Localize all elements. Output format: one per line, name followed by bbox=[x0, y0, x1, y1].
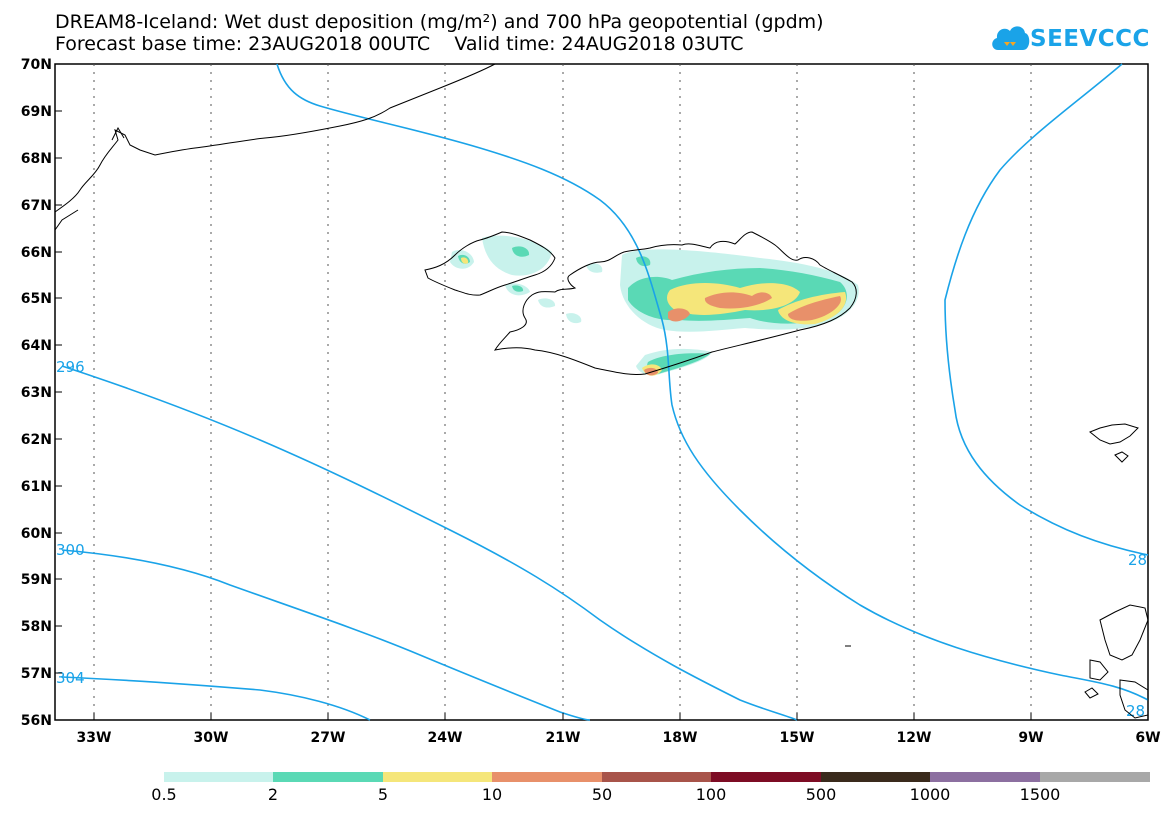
colorbar-swatch bbox=[383, 772, 493, 782]
lat-label: 66N bbox=[21, 245, 52, 261]
contour-label: 296 bbox=[56, 358, 85, 376]
colorbar-label: 500 bbox=[805, 785, 837, 804]
lon-label: 24W bbox=[428, 730, 463, 746]
dust-deposition-field bbox=[450, 235, 859, 376]
colorbar-label: 2 bbox=[267, 785, 279, 804]
colorbar bbox=[164, 772, 1150, 782]
lon-label: 21W bbox=[546, 730, 581, 746]
lon-label: 27W bbox=[311, 730, 346, 746]
lat-label: 62N bbox=[21, 432, 52, 448]
lat-label: 67N bbox=[21, 198, 52, 214]
lon-label: 12W bbox=[897, 730, 932, 746]
contour-label: 304 bbox=[56, 669, 85, 687]
lat-label: 68N bbox=[21, 151, 52, 167]
lat-label: 61N bbox=[21, 479, 52, 495]
colorbar-swatch bbox=[602, 772, 712, 782]
lat-label: 58N bbox=[21, 619, 52, 635]
lat-label: 56N bbox=[21, 713, 52, 729]
lat-label: 59N bbox=[21, 572, 52, 588]
lat-label: 65N bbox=[21, 291, 52, 307]
colorbar-label: 100 bbox=[695, 785, 727, 804]
colorbar-label: 1000 bbox=[909, 785, 951, 804]
lon-label: 6W bbox=[1135, 730, 1160, 746]
colorbar-swatch bbox=[164, 772, 274, 782]
colorbar-swatch bbox=[492, 772, 602, 782]
seevccc-logo: SEEVCCC bbox=[990, 20, 1160, 60]
colorbar-label: 10 bbox=[481, 785, 503, 804]
colorbar-label: 1500 bbox=[1019, 785, 1061, 804]
lon-label: 30W bbox=[194, 730, 229, 746]
axis-ticks bbox=[55, 63, 1032, 720]
lon-label: 9W bbox=[1018, 730, 1043, 746]
colorbar-swatch bbox=[711, 772, 821, 782]
colorbar-label: 50 bbox=[591, 785, 613, 804]
map-title-line2: Forecast base time: 23AUG2018 00UTC Vali… bbox=[55, 33, 744, 55]
map-frame bbox=[54, 63, 1149, 721]
lat-label: 64N bbox=[21, 338, 52, 354]
latitude-labels: 70N 69N 68N 67N 66N 65N 64N 63N 62N 61N … bbox=[21, 57, 52, 729]
coastlines bbox=[54, 63, 1149, 719]
cloud-icon bbox=[992, 26, 1030, 50]
contour-label: 28 bbox=[1128, 551, 1147, 569]
geopotential-contours bbox=[61, 63, 1149, 721]
lat-label: 60N bbox=[21, 526, 52, 542]
contour-label: 28 bbox=[1126, 702, 1145, 720]
lon-label: 33W bbox=[77, 730, 112, 746]
lat-label: 57N bbox=[21, 666, 52, 682]
colorbar-label: 0.5 bbox=[151, 785, 177, 804]
colorbar-swatch bbox=[821, 772, 931, 782]
colorbar-swatch bbox=[273, 772, 383, 782]
contour-label: 300 bbox=[56, 541, 85, 559]
colorbar-swatch bbox=[930, 772, 1040, 782]
lat-label: 63N bbox=[21, 385, 52, 401]
colorbar-label: 5 bbox=[377, 785, 389, 804]
map-title-line1: DREAM8-Iceland: Wet dust deposition (mg/… bbox=[55, 11, 824, 33]
lat-label: 70N bbox=[21, 57, 52, 73]
lon-label: 18W bbox=[663, 730, 698, 746]
longitude-gridlines bbox=[93, 64, 1032, 720]
lon-label: 15W bbox=[780, 730, 815, 746]
colorbar-swatch bbox=[1040, 772, 1150, 782]
longitude-labels: 33W 30W 27W 24W 21W 18W 15W 12W 9W 6W bbox=[77, 730, 1161, 746]
logo-text: SEEVCCC bbox=[1030, 26, 1150, 52]
lat-label: 69N bbox=[21, 104, 52, 120]
